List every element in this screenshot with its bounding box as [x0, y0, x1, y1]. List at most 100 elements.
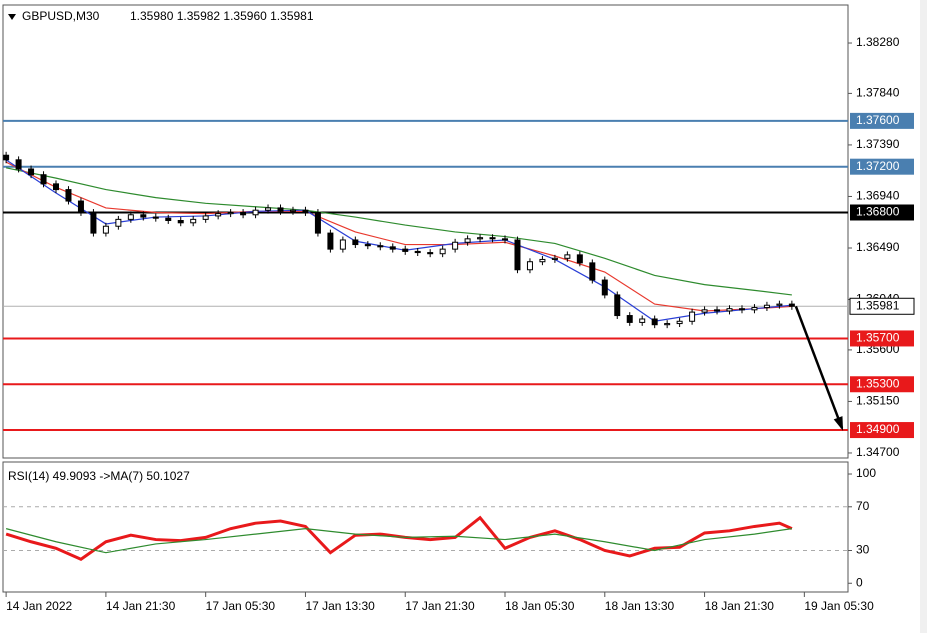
ohlc-values: 1.35980 1.35982 1.35960 1.35981: [130, 9, 314, 23]
candle-body: [738, 308, 745, 311]
level-label-box: [850, 204, 914, 221]
candle-body: [3, 154, 10, 161]
candle-body: [427, 252, 434, 255]
candle-body: [639, 318, 646, 323]
x-tick-label: 17 Jan 21:30: [405, 599, 475, 613]
level-label: 1.35700: [856, 331, 900, 345]
indicator-line: [5, 167, 792, 296]
x-tick-label: 14 Jan 2022: [6, 599, 72, 613]
candle-body: [90, 211, 97, 234]
candle-body: [676, 320, 683, 325]
candle-body: [601, 279, 608, 296]
candle-body: [339, 239, 346, 250]
candle-body: [414, 250, 421, 254]
y-tick-label: 1.36940: [856, 189, 900, 203]
candle-body: [53, 183, 60, 191]
level-label-box: [850, 422, 914, 439]
candle-body: [352, 239, 359, 246]
candle-body: [102, 225, 109, 234]
y-tick-label: 0: [856, 575, 863, 589]
last-price-label: 1.35981: [856, 298, 900, 312]
candle-body: [726, 308, 733, 312]
candle-body: [664, 323, 671, 326]
candle-body: [28, 168, 35, 176]
level-label-box: [850, 330, 914, 347]
candle-body: [314, 211, 321, 234]
candle-body: [177, 220, 184, 224]
price-panel: [2, 4, 849, 459]
y-tick-label: 30: [856, 543, 870, 557]
level-label-box: [850, 376, 914, 393]
indicator-line: [5, 528, 792, 554]
y-tick-label: 1.37390: [856, 137, 900, 151]
candle-body: [40, 174, 47, 185]
x-tick-label: 18 Jan 05:30: [505, 599, 575, 613]
candle-body: [551, 257, 558, 260]
candle-body: [202, 215, 209, 220]
level-label-box: [850, 112, 914, 129]
level-label: 1.34900: [856, 422, 900, 436]
candle-body: [526, 261, 533, 271]
level-label: 1.35300: [856, 376, 900, 390]
candle-body: [215, 213, 222, 217]
rsi-panel: [2, 461, 849, 593]
x-tick-label: 18 Jan 21:30: [705, 599, 775, 613]
candle-body: [289, 209, 296, 212]
candle-body: [402, 248, 409, 252]
candle-body: [539, 258, 546, 263]
candle-body: [302, 209, 309, 213]
candle-body: [65, 189, 72, 202]
candle-body: [502, 238, 509, 241]
x-tick-label: 18 Jan 13:30: [605, 599, 675, 613]
candle-body: [165, 217, 172, 222]
candle-body: [277, 207, 284, 212]
candle-body: [77, 200, 84, 213]
last-price-box: [849, 297, 915, 315]
candle-body: [751, 307, 758, 311]
y-tick-label: 70: [856, 499, 870, 513]
candle-body: [152, 216, 159, 219]
candle-body: [776, 303, 783, 306]
level-label: 1.37200: [856, 159, 900, 173]
candle-body: [626, 315, 633, 323]
y-tick-label: 1.38280: [856, 35, 900, 49]
candle-body: [265, 207, 272, 211]
candle-body: [464, 238, 471, 243]
candle-body: [227, 211, 234, 215]
candle-body: [15, 159, 22, 170]
level-label: 1.37600: [856, 113, 900, 127]
x-tick-label: 14 Jan 21:30: [106, 599, 176, 613]
symbol-title: GBPUSD,M30: [22, 9, 100, 23]
candle-body: [489, 237, 496, 240]
y-tick-label: 1.37840: [856, 86, 900, 100]
x-tick-label: 19 Jan 05:30: [804, 599, 874, 613]
candle-body: [252, 209, 259, 216]
candle-body: [327, 232, 334, 250]
candle-body: [377, 245, 384, 248]
candle-body: [240, 211, 247, 216]
candle-body: [389, 246, 396, 250]
x-tick-label: 17 Jan 05:30: [206, 599, 276, 613]
candle-body: [127, 214, 134, 220]
candle-body: [477, 237, 484, 240]
candle-body: [689, 311, 696, 322]
candle-body: [452, 241, 459, 250]
candle-body: [614, 294, 621, 317]
candle-body: [651, 318, 658, 326]
indicator-line: [5, 161, 792, 312]
candle-body: [190, 218, 197, 224]
dropdown-icon[interactable]: [8, 14, 16, 20]
y-tick-label: 100: [856, 466, 876, 480]
projection-arrow: [794, 305, 844, 429]
level-label: 1.36800: [856, 205, 900, 219]
candle-body: [140, 214, 147, 218]
projection-arrow-head: [833, 416, 844, 431]
candle-body: [576, 254, 583, 264]
candle-body: [514, 239, 521, 271]
candle-body: [788, 303, 795, 307]
rsi-title: RSI(14) 49.9093 ->MA(7) 50.1027: [8, 469, 190, 483]
candle-body: [589, 262, 596, 281]
level-label-box: [850, 158, 914, 175]
